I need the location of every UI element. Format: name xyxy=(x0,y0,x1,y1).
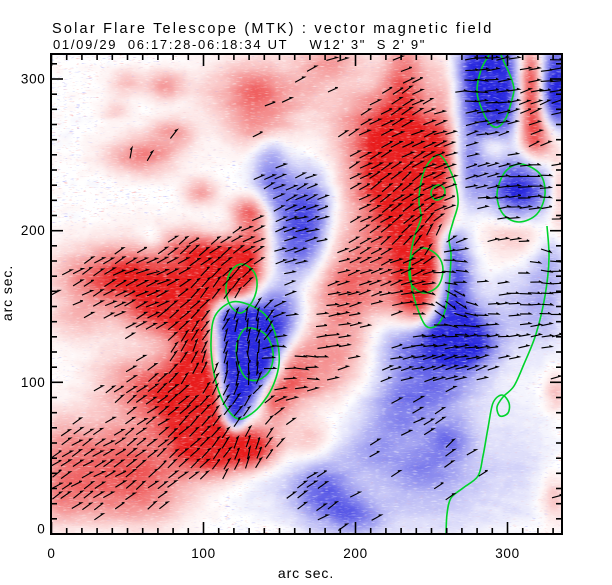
svg-text:100: 100 xyxy=(191,546,216,561)
svg-text:01/09/29 06:17:28-06:18:34 UT: 01/09/29 06:17:28-06:18:34 UT W12' 3" S … xyxy=(53,37,426,52)
svg-text:300: 300 xyxy=(21,72,46,87)
svg-text:100: 100 xyxy=(21,375,46,390)
svg-text:arc sec.: arc sec. xyxy=(278,565,334,581)
svg-text:200: 200 xyxy=(343,546,368,561)
svg-text:300: 300 xyxy=(495,546,520,561)
svg-text:0: 0 xyxy=(47,546,55,561)
svg-text:Solar Flare Telescope (MTK) :: Solar Flare Telescope (MTK) : vector mag… xyxy=(52,21,494,37)
svg-text:200: 200 xyxy=(21,223,46,238)
svg-text:0: 0 xyxy=(37,522,45,537)
svg-text:arc sec.: arc sec. xyxy=(0,265,15,321)
